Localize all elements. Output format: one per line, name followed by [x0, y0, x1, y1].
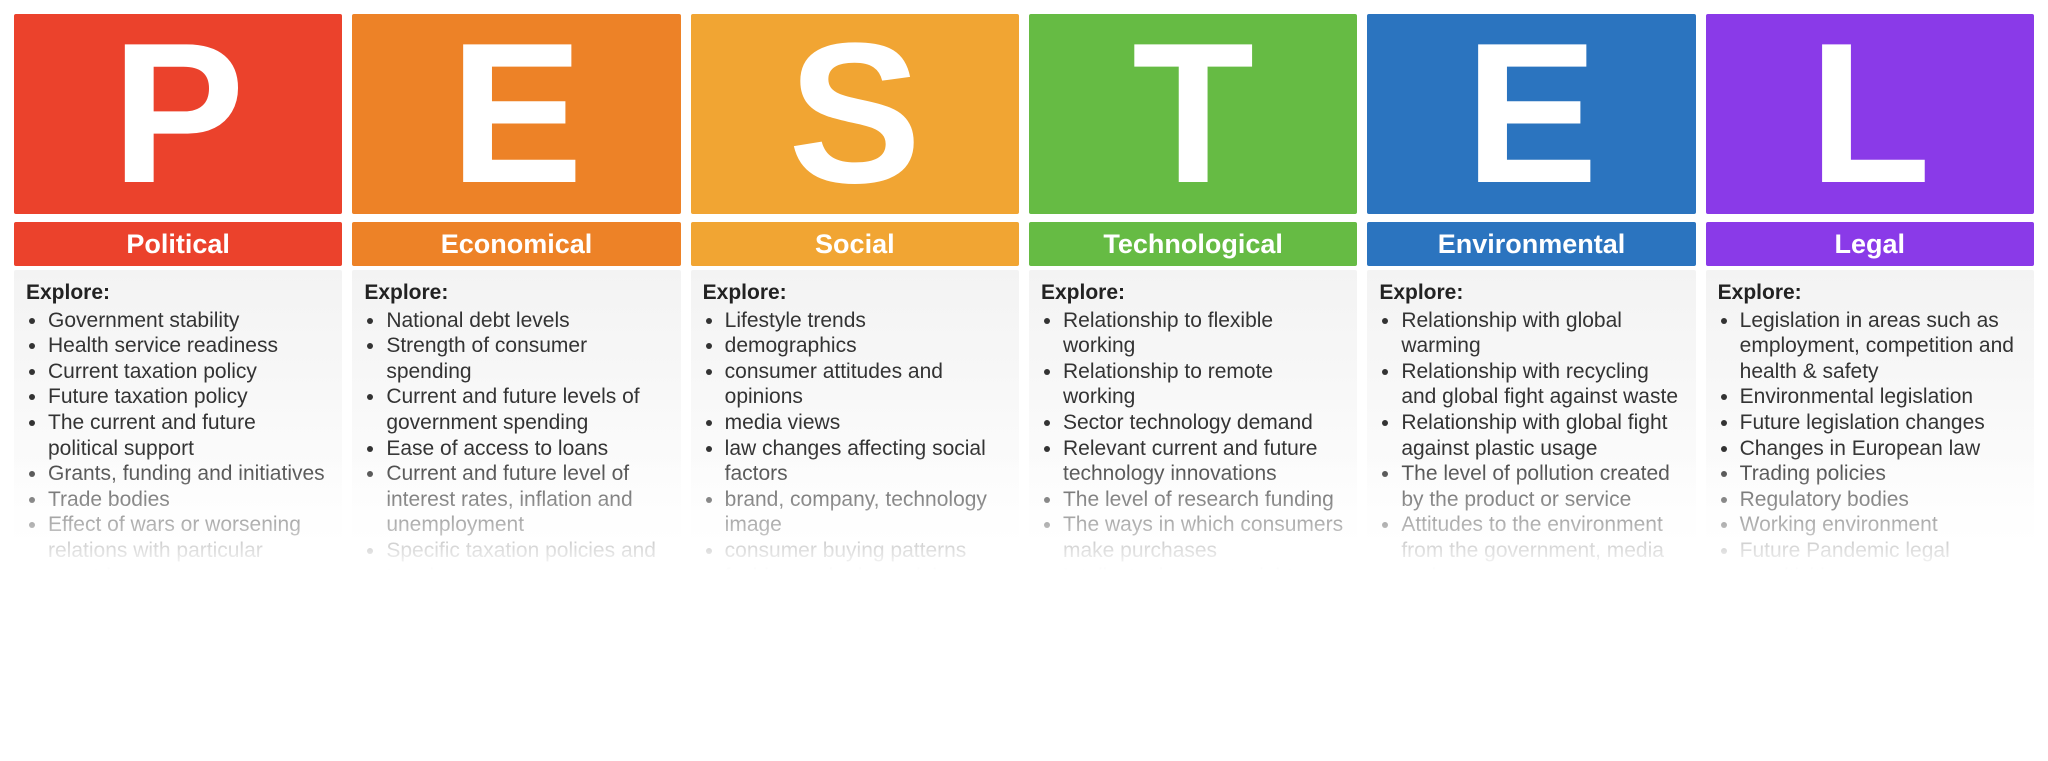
explore-label: Explore:	[1041, 280, 1345, 306]
bullet-list: Relationship with global warmingRelation…	[1379, 308, 1683, 570]
bullet-list: Lifestyle trendsdemographicsconsumer att…	[703, 308, 1007, 570]
pestel-grid: PPoliticalExplore:Government stabilityHe…	[0, 0, 2048, 584]
column-title: Economical	[352, 222, 680, 266]
list-item: consumer attitudes and opinions	[725, 359, 1007, 410]
explore-label: Explore:	[1718, 280, 2022, 306]
list-item: Strength of consumer spending	[386, 333, 668, 384]
bullet-list: Legislation in areas such as employment,…	[1718, 308, 2022, 570]
list-item: Sector technology demand	[1063, 410, 1345, 436]
list-item: Relationship with global fight against p…	[1401, 410, 1683, 461]
column-letter: T	[1029, 14, 1357, 214]
list-item: media views	[725, 410, 1007, 436]
pestel-column: LLegalExplore:Legislation in areas such …	[1706, 14, 2034, 570]
list-item: Future taxation policy	[48, 384, 330, 410]
list-item: The level of pollution created by the pr…	[1401, 461, 1683, 512]
list-item: Intellectual property rights	[1063, 564, 1345, 570]
list-item: National debt levels	[386, 308, 668, 334]
column-letter: E	[1367, 14, 1695, 214]
column-letter: E	[352, 14, 680, 214]
column-letter: L	[1706, 14, 2034, 214]
explore-label: Explore:	[1379, 280, 1683, 306]
list-item: Trading policies	[1740, 461, 2022, 487]
list-item: Ease of access to loans	[386, 436, 668, 462]
list-item: Trade bodies	[48, 487, 330, 513]
bullet-list: National debt levelsStrength of consumer…	[364, 308, 668, 570]
bullet-list: Government stabilityHealth service readi…	[26, 308, 330, 570]
column-title: Social	[691, 222, 1019, 266]
column-content: Explore:Legislation in areas such as emp…	[1706, 270, 2034, 570]
list-item: brand, company, technology image	[725, 487, 1007, 538]
list-item: The level of research funding	[1063, 487, 1345, 513]
list-item: demographics	[725, 333, 1007, 359]
list-item: law changes affecting social factors	[725, 436, 1007, 487]
list-item: Current taxation policy	[48, 359, 330, 385]
list-item: Current and future level of interest rat…	[386, 461, 668, 538]
list-item: fashion and role models	[725, 564, 1007, 570]
list-item: Relationship to flexible working	[1063, 308, 1345, 359]
list-item: Government stability	[48, 308, 330, 334]
explore-label: Explore:	[364, 280, 668, 306]
list-item: Relevant current and future technology i…	[1063, 436, 1345, 487]
column-content: Explore:Government stabilityHealth servi…	[14, 270, 342, 570]
list-item: Specific taxation policies and trends	[386, 538, 668, 570]
pestel-column: EEconomicalExplore:National debt levelsS…	[352, 14, 680, 570]
list-item: Attitudes to the environment from the go…	[1401, 512, 1683, 570]
column-content: Explore:Relationship to flexible working…	[1029, 270, 1357, 570]
column-letter: P	[14, 14, 342, 214]
list-item: Working environment	[1740, 512, 2022, 538]
column-title: Legal	[1706, 222, 2034, 266]
column-content: Explore:National debt levelsStrength of …	[352, 270, 680, 570]
pestel-column: PPoliticalExplore:Government stabilityHe…	[14, 14, 342, 570]
list-item: Relationship with recycling and global f…	[1401, 359, 1683, 410]
list-item: Grants, funding and initiatives	[48, 461, 330, 487]
list-item: The current and future political support	[48, 410, 330, 461]
column-title: Technological	[1029, 222, 1357, 266]
list-item: Health service readiness	[48, 333, 330, 359]
pestel-column: TTechnologicalExplore:Relationship to fl…	[1029, 14, 1357, 570]
list-item: Legislation in areas such as employment,…	[1740, 308, 2022, 385]
bullet-list: Relationship to flexible workingRelation…	[1041, 308, 1345, 570]
explore-label: Explore:	[703, 280, 1007, 306]
column-title: Political	[14, 222, 342, 266]
list-item: Changes in European law	[1740, 436, 2022, 462]
list-item: Environmental legislation	[1740, 384, 2022, 410]
list-item: Relationship with global warming	[1401, 308, 1683, 359]
pestel-column: EEnvironmentalExplore:Relationship with …	[1367, 14, 1695, 570]
list-item: Lifestyle trends	[725, 308, 1007, 334]
list-item: The ways in which consumers make purchas…	[1063, 512, 1345, 563]
column-title: Environmental	[1367, 222, 1695, 266]
list-item: Relationship to remote working	[1063, 359, 1345, 410]
column-content: Explore:Relationship with global warming…	[1367, 270, 1695, 570]
column-content: Explore:Lifestyle trendsdemographicscons…	[691, 270, 1019, 570]
column-letter: S	[691, 14, 1019, 214]
list-item: Regulatory bodies	[1740, 487, 2022, 513]
list-item: Future Pandemic legal sensitivities	[1740, 538, 2022, 570]
list-item: Future legislation changes	[1740, 410, 2022, 436]
list-item: Effect of wars or worsening relations wi…	[48, 512, 330, 570]
pestel-column: SSocialExplore:Lifestyle trendsdemograph…	[691, 14, 1019, 570]
list-item: consumer buying patterns	[725, 538, 1007, 564]
list-item: Current and future levels of government …	[386, 384, 668, 435]
explore-label: Explore:	[26, 280, 330, 306]
